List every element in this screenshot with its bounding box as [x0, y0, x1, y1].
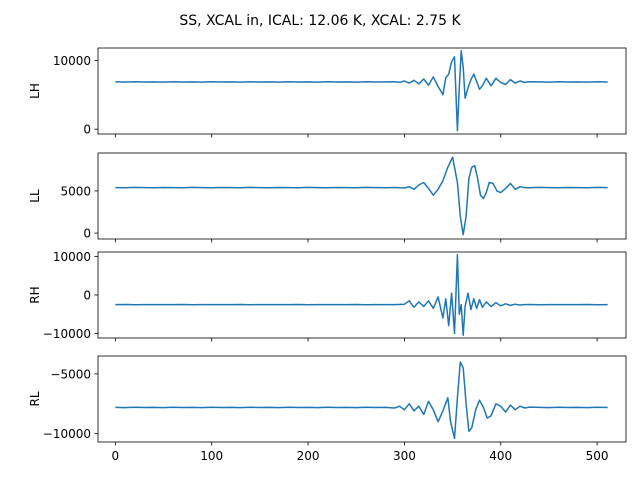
subplot-ll: 0 5000 LL	[28, 152, 627, 243]
y-axis-label: LH	[28, 83, 42, 99]
series-line-rl	[115, 361, 608, 440]
y-tick-label: −10000	[43, 327, 91, 341]
y-tick-label: 0	[83, 123, 91, 137]
subplot-rl: −10000 −5000 0 100 200 300 400 500 RL	[28, 355, 627, 463]
y-tick-label: −10000	[43, 427, 91, 441]
axes-frame	[97, 152, 627, 240]
y-axis-label: LL	[28, 189, 42, 203]
x-tick-label: 500	[586, 449, 609, 463]
axes-frame	[97, 355, 627, 443]
y-axis-label: RH	[28, 286, 42, 303]
subplot-rh: −10000 0 10000 RH	[28, 250, 627, 342]
x-tick-label: 0	[112, 449, 120, 463]
y-tick-label: 0	[83, 227, 91, 241]
x-tick-label: 200	[297, 449, 320, 463]
x-tick-label: 400	[489, 449, 512, 463]
axes-frame	[97, 47, 627, 135]
series-line-rh	[115, 253, 608, 337]
y-axis-label: RL	[28, 391, 42, 406]
x-tick-label: 100	[200, 449, 223, 463]
y-tick-label: 10000	[53, 54, 91, 68]
y-tick-label: 0	[83, 289, 91, 303]
y-tick-label: 5000	[60, 184, 91, 198]
y-tick-label: 10000	[53, 250, 91, 264]
subplot-lh: 0 10000 LH	[28, 47, 627, 138]
series-line-ll	[115, 156, 608, 236]
figure-title: SS, XCAL in, ICAL: 12.06 K, XCAL: 2.75 K	[179, 13, 461, 29]
x-tick-label: 300	[393, 449, 416, 463]
y-tick-label: −5000	[50, 367, 91, 381]
series-line-lh	[115, 50, 608, 132]
subplot-panels: 010000LH05000LL−10000010000RH−10000−5000…	[28, 47, 627, 463]
